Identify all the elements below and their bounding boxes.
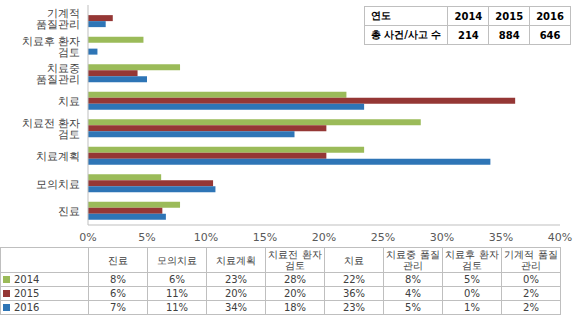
html-text:2%: 2% — [523, 288, 539, 299]
html-text:기계적 품질관리: 기계적 품질관리 — [504, 249, 558, 271]
svg-text:모의치료: 모의치료 — [36, 178, 80, 191]
svg-text:치료중품질관리: 치료중품질관리 — [36, 62, 80, 86]
html-text:치료중 품질관리: 치료중 품질관리 — [386, 249, 440, 271]
html-text:20%: 20% — [224, 288, 248, 299]
html-text:2015: 2015 — [14, 288, 40, 299]
html-text:치료후 환자 검토: 치료후 환자 검토 — [445, 249, 499, 271]
svg-text:진료: 진료 — [58, 205, 80, 218]
svg-text:치료: 치료 — [58, 95, 80, 108]
html-text:5%: 5% — [464, 274, 480, 285]
html-text:11%: 11% — [165, 302, 189, 313]
html-text:18%: 18% — [283, 302, 307, 313]
html-text:8%: 8% — [110, 274, 126, 285]
html-text:2016: 2016 — [14, 302, 40, 313]
html-text:8%: 8% — [405, 274, 421, 285]
svg-text:35%: 35% — [489, 231, 513, 244]
svg-text:10%: 10% — [194, 231, 218, 244]
svg-text:0%: 0% — [79, 231, 96, 244]
html-text:0%: 0% — [523, 274, 539, 285]
html-text:2014: 2014 — [454, 10, 483, 22]
html-text:4%: 4% — [405, 288, 421, 299]
svg-text:치료전 환자검토: 치료전 환자검토 — [22, 117, 81, 141]
svg-text:치료후 환자검토: 치료후 환자검토 — [22, 35, 81, 59]
html-text:2014: 2014 — [14, 274, 40, 285]
html-text:2016: 2016 — [536, 10, 564, 22]
html-text:214: 214 — [458, 29, 479, 41]
html-text:치료계획: 치료계획 — [216, 254, 256, 266]
html-text:36%: 36% — [342, 288, 366, 299]
svg-text:치료계획: 치료계획 — [36, 150, 80, 163]
svg-text:5%: 5% — [138, 231, 155, 244]
html-text:11%: 11% — [165, 288, 189, 299]
html-text:총 사건/사고 수: 총 사건/사고 수 — [370, 29, 442, 40]
svg-text:30%: 30% — [430, 231, 454, 244]
html-text:치료: 치료 — [344, 254, 364, 266]
html-text:6%: 6% — [169, 274, 185, 285]
html-text:0%: 0% — [464, 288, 480, 299]
html-text:7%: 7% — [110, 302, 126, 313]
html-text:연도: 연도 — [370, 10, 391, 21]
html-text:646: 646 — [539, 29, 561, 41]
html-text:884: 884 — [498, 29, 520, 41]
html-text:22%: 22% — [342, 274, 366, 285]
html-text:23%: 23% — [224, 274, 248, 285]
svg-text:15%: 15% — [253, 231, 277, 244]
html-text:6%: 6% — [110, 288, 126, 299]
html-text:치료전 환자 검토: 치료전 환자 검토 — [268, 249, 322, 271]
svg-text:기계적품질관리: 기계적품질관리 — [36, 7, 80, 31]
html-text:진료: 진료 — [108, 254, 128, 266]
html-text:2%: 2% — [523, 302, 539, 313]
html-text:23%: 23% — [342, 302, 366, 313]
svg-text:20%: 20% — [312, 231, 336, 244]
html-text:2015: 2015 — [495, 10, 524, 22]
html-text:28%: 28% — [283, 274, 307, 285]
html-text:1%: 1% — [464, 302, 480, 313]
svg-text:25%: 25% — [371, 231, 395, 244]
html-text:5%: 5% — [405, 302, 421, 313]
html-text:모의치료: 모의치료 — [157, 254, 197, 266]
html-text:20%: 20% — [283, 288, 307, 299]
svg-text:40%: 40% — [548, 231, 572, 244]
html-text:34%: 34% — [224, 302, 248, 313]
